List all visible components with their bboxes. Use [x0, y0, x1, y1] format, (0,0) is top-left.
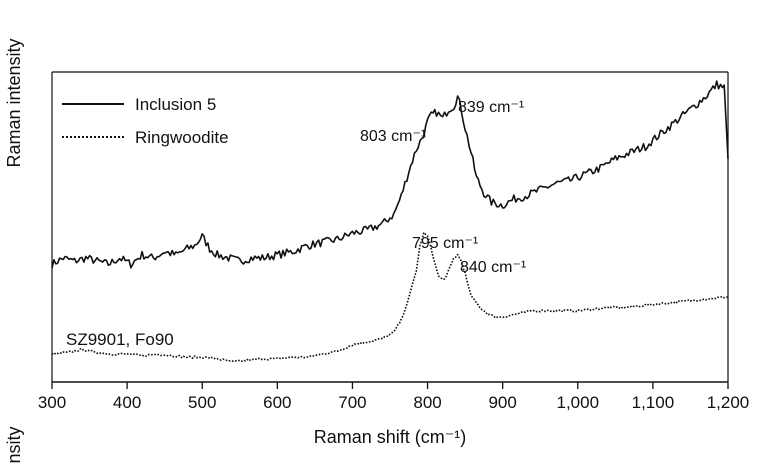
x-axis-label: Raman shift (cm⁻¹) [314, 427, 467, 447]
series-line-inclusion-5 [51, 80, 729, 269]
x-tick-label: 700 [338, 393, 366, 412]
y-axis-label-fragment: nsity [4, 426, 24, 463]
x-tick-label: 1,200 [707, 393, 750, 412]
x-tick-label: 300 [38, 393, 66, 412]
legend: Inclusion 5 Ringwoodite [62, 95, 229, 147]
annotation-839: 839 cm⁻¹ [458, 99, 524, 116]
x-tick-label: 1,000 [557, 393, 600, 412]
legend-label-inclusion-5: Inclusion 5 [135, 95, 216, 114]
annotation-795: 795 cm⁻¹ [412, 235, 478, 252]
x-tick-label: 600 [263, 393, 291, 412]
series-line-ringwoodite [51, 231, 729, 363]
plot-frame [51, 71, 729, 383]
y-axis-label: Raman intensity [4, 38, 24, 167]
annotation-840: 840 cm⁻¹ [460, 259, 526, 276]
x-tick-label: 900 [488, 393, 516, 412]
x-tick-label: 800 [413, 393, 441, 412]
legend-label-ringwoodite: Ringwoodite [135, 128, 229, 147]
sample-label: SZ9901, Fo90 [66, 330, 174, 349]
series-layer [51, 80, 729, 363]
x-tick-label: 500 [188, 393, 216, 412]
x-tick-label: 1,100 [632, 393, 675, 412]
x-ticks: 300 400 500 600 700 800 900 1,000 1,100 1,200 [38, 382, 749, 412]
annotation-803: 803 cm⁻¹ [360, 128, 426, 145]
x-tick-label: 400 [113, 393, 141, 412]
